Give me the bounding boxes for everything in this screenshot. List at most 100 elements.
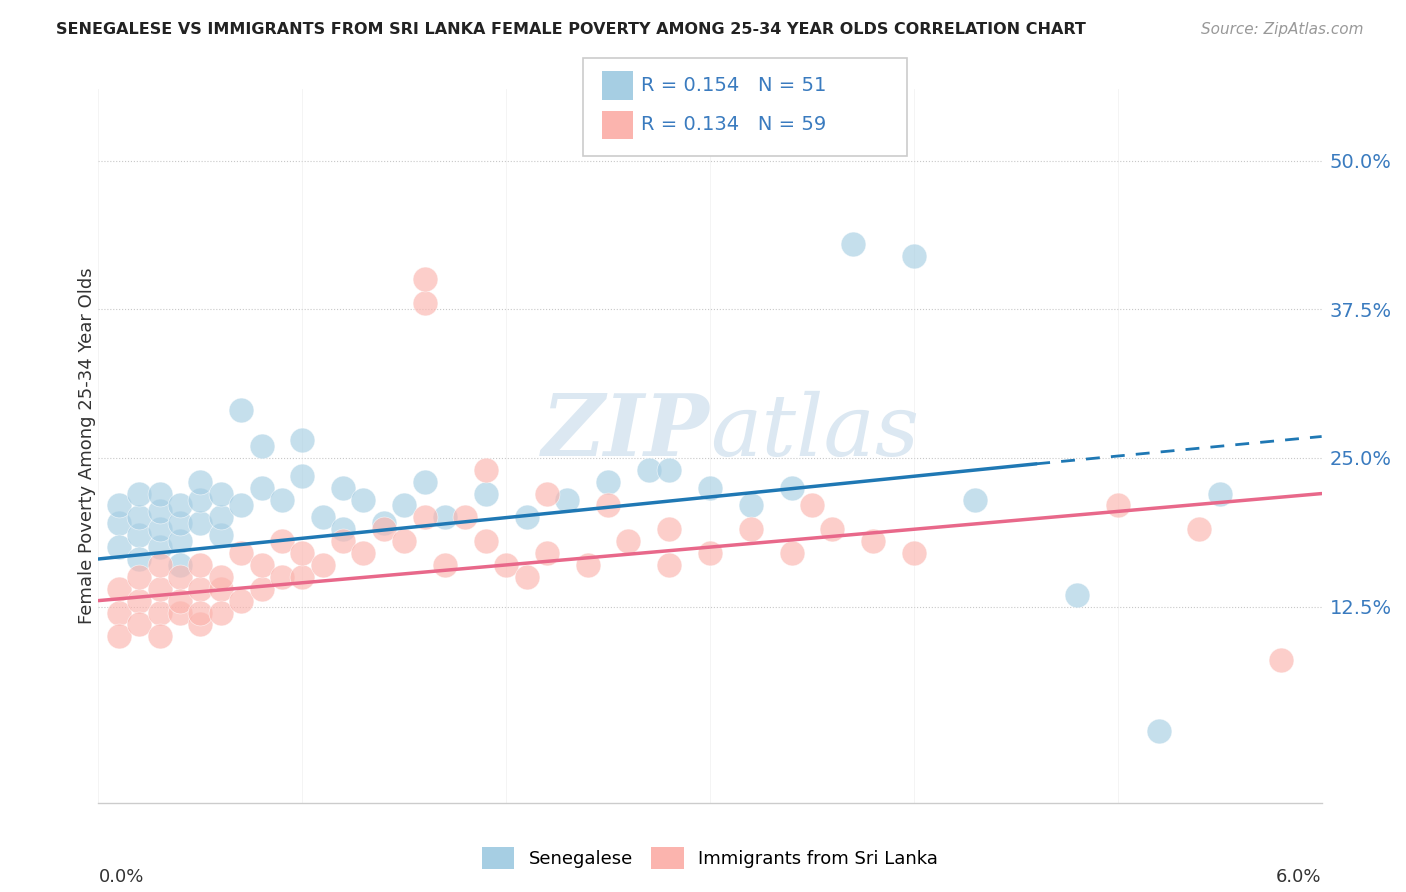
Point [841,236,863,251]
Point [149,486,172,500]
Point [108,499,131,513]
Text: R = 0.154   N = 51: R = 0.154 N = 51 [641,76,827,95]
Point [128,570,150,584]
Point [108,516,131,531]
Point [598,475,620,489]
Text: 0.0%: 0.0% [98,868,143,887]
Point [270,570,292,584]
Point [801,499,824,513]
Point [373,516,395,531]
Point [699,481,721,495]
Text: ZIP: ZIP [543,390,710,474]
Point [209,510,232,524]
Point [128,552,150,566]
Point [637,463,661,477]
Point [413,272,436,286]
Point [332,534,354,549]
Point [474,534,498,549]
Point [188,492,212,507]
Point [536,486,558,500]
Point [108,582,131,596]
Point [495,558,517,572]
Point [780,546,803,560]
Point [169,558,191,572]
Point [169,606,191,620]
Point [149,606,172,620]
Point [209,528,232,542]
Point [821,522,844,536]
Point [188,606,212,620]
Point [250,558,273,572]
Point [963,492,986,507]
Point [209,582,232,596]
Point [740,522,762,536]
Point [413,510,436,524]
Point [699,546,721,560]
Point [576,558,599,572]
Point [516,510,538,524]
Point [250,481,273,495]
Point [169,534,191,549]
Point [474,486,498,500]
Point [128,593,150,607]
Point [149,558,172,572]
Point [291,546,314,560]
Point [250,439,273,453]
Point [862,534,884,549]
Point [1147,724,1170,739]
Point [169,516,191,531]
Point [474,463,498,477]
Point [536,546,558,560]
Point [617,534,640,549]
Point [209,570,232,584]
Point [169,499,191,513]
Point [128,510,150,524]
Point [128,528,150,542]
Point [188,617,212,632]
Point [231,593,253,607]
Point [352,546,374,560]
Point [454,510,477,524]
Point [188,582,212,596]
Point [291,570,314,584]
Point [270,534,292,549]
Point [149,629,172,643]
Point [332,522,354,536]
Point [413,296,436,310]
Point [149,540,172,554]
Point [740,499,762,513]
Point [311,558,335,572]
Point [270,492,292,507]
Point [128,486,150,500]
Point [1188,522,1211,536]
Point [433,558,456,572]
Point [188,558,212,572]
Point [250,582,273,596]
Point [1208,486,1232,500]
Point [231,499,253,513]
Point [231,546,253,560]
Point [209,606,232,620]
Text: 6.0%: 6.0% [1277,868,1322,887]
Point [311,510,335,524]
Point [516,570,538,584]
Point [598,499,620,513]
Text: atlas: atlas [710,391,920,473]
Point [108,629,131,643]
Point [903,249,925,263]
Point [352,492,374,507]
Point [169,593,191,607]
Point [658,463,681,477]
Point [188,475,212,489]
Point [149,522,172,536]
Point [149,504,172,518]
Point [1270,653,1292,667]
Point [231,403,253,417]
Point [108,540,131,554]
Point [392,534,416,549]
Point [149,582,172,596]
Point [291,433,314,447]
Point [780,481,803,495]
Y-axis label: Female Poverty Among 25-34 Year Olds: Female Poverty Among 25-34 Year Olds [79,268,96,624]
Point [433,510,456,524]
